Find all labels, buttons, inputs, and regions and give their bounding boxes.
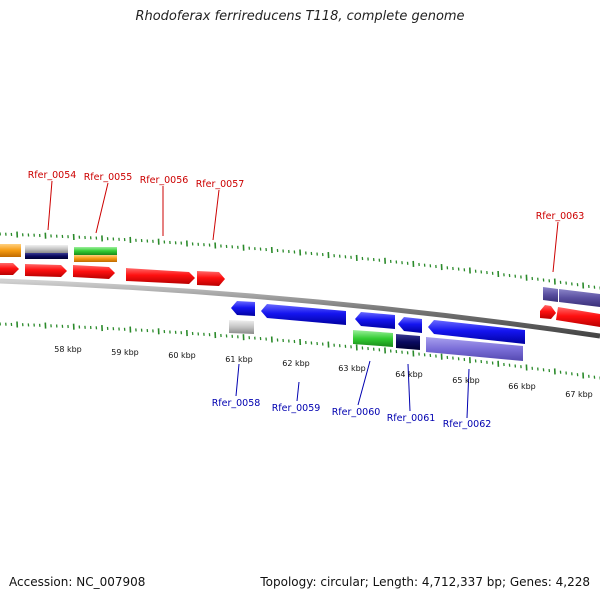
- kbp-label: 67 kbp: [565, 390, 593, 399]
- gene-arrow-forward[interactable]: [540, 305, 556, 319]
- gene-label-rfer-0054[interactable]: Rfer_0054: [28, 170, 77, 181]
- gene-gray[interactable]: [25, 245, 68, 253]
- kbp-label: 64 kbp: [395, 370, 423, 379]
- gene-arrow-reverse[interactable]: [231, 301, 255, 316]
- scale-ticks-top: [0, 231, 600, 290]
- kbp-label: 65 kbp: [452, 376, 480, 385]
- gene-orange[interactable]: [0, 244, 21, 257]
- gene-orange[interactable]: [74, 255, 117, 262]
- scale-ticks-bottom: [0, 321, 600, 380]
- kbp-label: 62 kbp: [282, 359, 310, 368]
- gene-purple[interactable]: [559, 289, 600, 307]
- kbp-label: 60 kbp: [168, 351, 196, 360]
- top-leader-lines: [47, 180, 559, 273]
- kbp-label: 59 kbp: [111, 348, 139, 357]
- gene-label-rfer-0061[interactable]: Rfer_0061: [387, 413, 436, 424]
- gene-gray[interactable]: [229, 320, 254, 334]
- kbp-label: 61 kbp: [225, 355, 253, 364]
- bottom-leader-lines: [235, 360, 470, 419]
- genome-backbone: [0, 278, 600, 339]
- gene-arrow-forward[interactable]: [73, 265, 115, 279]
- kbp-label: 63 kbp: [338, 364, 366, 373]
- gene-arrow-forward[interactable]: [556, 307, 600, 327]
- kbp-label: 66 kbp: [508, 382, 536, 391]
- gene-purple[interactable]: [426, 337, 523, 361]
- gene-label-rfer-0063[interactable]: Rfer_0063: [536, 211, 585, 222]
- gene-navy[interactable]: [396, 334, 420, 350]
- accession-text: Accession: NC_007908: [9, 575, 146, 589]
- gene-arrow-forward[interactable]: [197, 271, 225, 286]
- gene-label-rfer-0056[interactable]: Rfer_0056: [140, 175, 189, 186]
- gene-arrow-forward[interactable]: [126, 268, 195, 284]
- gene-green[interactable]: [74, 247, 117, 255]
- gene-arrow-reverse[interactable]: [398, 317, 422, 333]
- gene-label-rfer-0062[interactable]: Rfer_0062: [443, 419, 492, 430]
- gene-purple[interactable]: [543, 287, 558, 302]
- topology-text: Topology: circular; Length: 4,712,337 bp…: [260, 575, 590, 589]
- gene-arrow-forward[interactable]: [25, 264, 67, 277]
- gene-arrow-reverse[interactable]: [261, 304, 346, 325]
- kbp-label: 58 kbp: [54, 345, 82, 354]
- map-title: Rhodoferax ferrireducens T118, complete …: [135, 9, 465, 24]
- gene-label-rfer-0059[interactable]: Rfer_0059: [272, 403, 321, 414]
- gene-arrow-reverse[interactable]: [355, 312, 395, 329]
- reverse-strand-genes: [229, 301, 525, 361]
- gene-arrow-forward[interactable]: [0, 263, 19, 275]
- gene-arrow-reverse[interactable]: [428, 320, 525, 344]
- gene-label-rfer-0060[interactable]: Rfer_0060: [332, 407, 381, 418]
- gene-navy[interactable]: [25, 253, 68, 259]
- forward-strand-genes: [0, 244, 600, 327]
- gene-green[interactable]: [353, 330, 393, 347]
- gene-label-rfer-0057[interactable]: Rfer_0057: [196, 179, 245, 190]
- gene-label-rfer-0058[interactable]: Rfer_0058: [212, 398, 261, 409]
- gene-label-rfer-0055[interactable]: Rfer_0055: [84, 172, 133, 183]
